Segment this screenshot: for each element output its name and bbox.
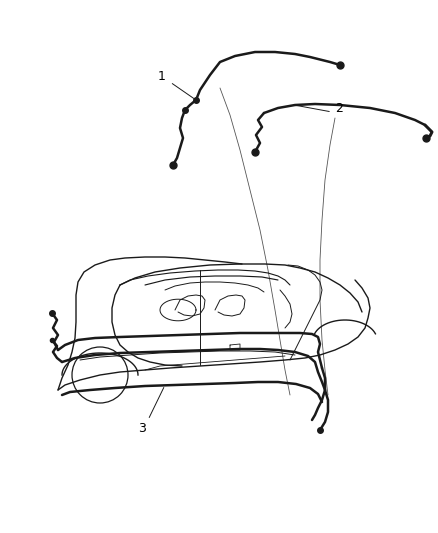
- Text: 2: 2: [335, 102, 343, 115]
- Text: 1: 1: [158, 70, 166, 83]
- Text: 3: 3: [138, 422, 146, 435]
